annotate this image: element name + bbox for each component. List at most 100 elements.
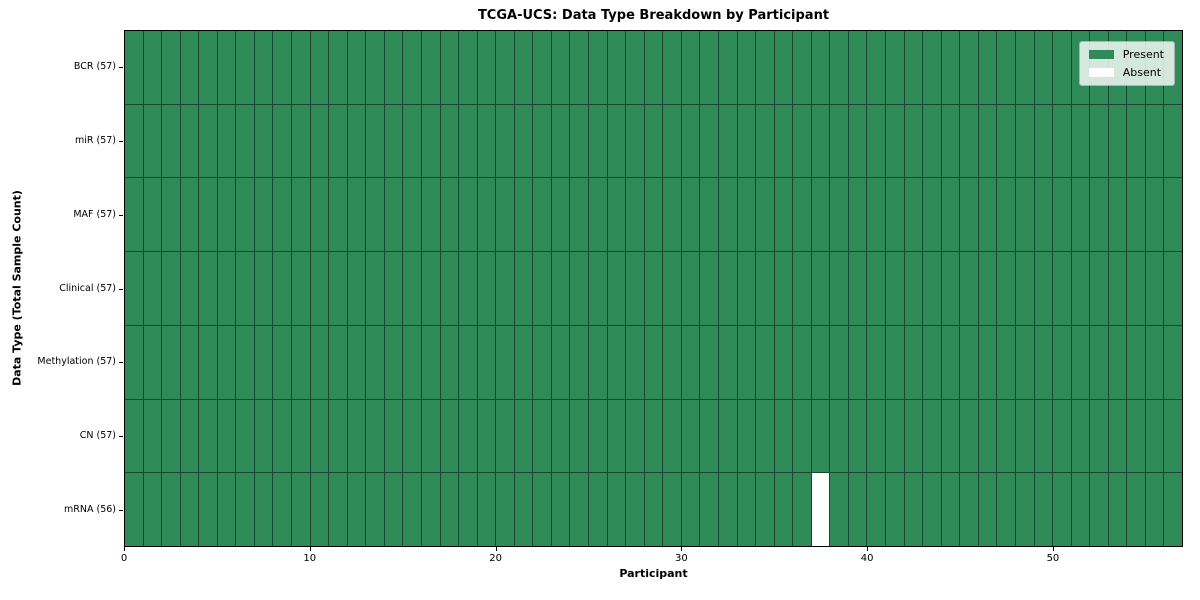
heatmap-cell (199, 473, 217, 546)
heatmap-cell (1071, 252, 1090, 325)
heatmap-cell (886, 31, 904, 104)
legend-swatch-icon (1088, 68, 1114, 77)
x-tick-mark (1052, 547, 1054, 551)
heatmap-cell (848, 325, 867, 399)
heatmap-cell (143, 252, 162, 325)
heatmap-cell (310, 104, 329, 178)
legend-entry: Present (1088, 49, 1164, 60)
heatmap-cell (329, 325, 347, 399)
heatmap-cell (644, 399, 663, 473)
heatmap-cell (384, 473, 403, 546)
heatmap-cell (978, 31, 997, 104)
heatmap-cell (162, 399, 180, 473)
heatmap-cell (217, 178, 236, 252)
heatmap-cell (1090, 399, 1108, 473)
heatmap-cell (440, 31, 459, 104)
heatmap-cell (867, 104, 886, 178)
heatmap-cell (236, 104, 254, 178)
heatmap-cell (607, 104, 626, 178)
heatmap-cell (551, 252, 570, 325)
heatmap-cell (570, 104, 589, 178)
heatmap-cell (718, 104, 737, 178)
heatmap-cell (978, 178, 997, 252)
heatmap-cell (700, 178, 718, 252)
heatmap-cell (496, 325, 514, 399)
heatmap-cell (830, 325, 848, 399)
heatmap-cell (1164, 252, 1182, 325)
heatmap-cell (199, 325, 217, 399)
x-tick-label: 10 (303, 553, 317, 564)
heatmap-cell (180, 31, 199, 104)
heatmap-cell (941, 473, 960, 546)
heatmap-cell (997, 473, 1015, 546)
heatmap-cell (700, 252, 718, 325)
heatmap-cell (292, 31, 310, 104)
heatmap-cell (941, 104, 960, 178)
heatmap-cell (143, 473, 162, 546)
heatmap-cell (329, 252, 347, 325)
heatmap-cell (1090, 252, 1108, 325)
heatmap-cell (533, 104, 551, 178)
heatmap-cell (978, 473, 997, 546)
heatmap-cell (886, 325, 904, 399)
heatmap-cell (477, 31, 496, 104)
heatmap-cell (626, 473, 644, 546)
heatmap-cell (830, 31, 848, 104)
heatmap-cell (811, 473, 830, 546)
y-tick-mark (119, 362, 123, 364)
heatmap-cell (496, 104, 514, 178)
plot-area: Present Absent (124, 30, 1183, 547)
heatmap-cell (589, 325, 607, 399)
heatmap-cell (756, 252, 774, 325)
heatmap-cell (886, 473, 904, 546)
heatmap-cell (607, 399, 626, 473)
heatmap-cell (663, 178, 681, 252)
heatmap-cell (848, 473, 867, 546)
y-tick-mark (119, 436, 123, 438)
heatmap-cell (273, 325, 292, 399)
heatmap-cell (199, 178, 217, 252)
heatmap-cell (551, 473, 570, 546)
heatmap-cell (143, 399, 162, 473)
heatmap-cell (514, 178, 533, 252)
heatmap-cell (607, 31, 626, 104)
heatmap-cell (1108, 399, 1127, 473)
heatmap-cell (236, 178, 254, 252)
heatmap-cell (1145, 325, 1164, 399)
heatmap-cell (125, 252, 143, 325)
heatmap-cell (663, 399, 681, 473)
heatmap-cell (347, 104, 366, 178)
heatmap-cell (199, 31, 217, 104)
heatmap-cell (811, 399, 830, 473)
heatmap-cell (162, 178, 180, 252)
heatmap-cell (180, 325, 199, 399)
heatmap-cell (978, 325, 997, 399)
x-tick-label: 0 (120, 553, 128, 564)
heatmap-cell (960, 178, 978, 252)
heatmap-cell (997, 252, 1015, 325)
heatmap-cell (1145, 252, 1164, 325)
heatmap-cell (459, 399, 477, 473)
heatmap-cell (626, 104, 644, 178)
x-axis-label: Participant (619, 567, 688, 580)
heatmap-cell (681, 178, 700, 252)
x-tick-label: 20 (489, 553, 502, 564)
heatmap-cell (830, 252, 848, 325)
heatmap-cell (904, 178, 923, 252)
heatmap-cell (1164, 178, 1182, 252)
heatmap-cell (384, 104, 403, 178)
heatmap-cell (1053, 473, 1071, 546)
heatmap-cell (273, 31, 292, 104)
heatmap-cell (737, 31, 756, 104)
heatmap-cell (886, 104, 904, 178)
y-tick-mark (119, 140, 123, 142)
heatmap-cell (589, 178, 607, 252)
heatmap-cell (292, 325, 310, 399)
heatmap-cell (960, 252, 978, 325)
heatmap-cell (143, 104, 162, 178)
heatmap-cell (663, 473, 681, 546)
x-tick-label: 50 (1046, 553, 1060, 564)
heatmap-cell (1164, 104, 1182, 178)
heatmap-cell (718, 31, 737, 104)
